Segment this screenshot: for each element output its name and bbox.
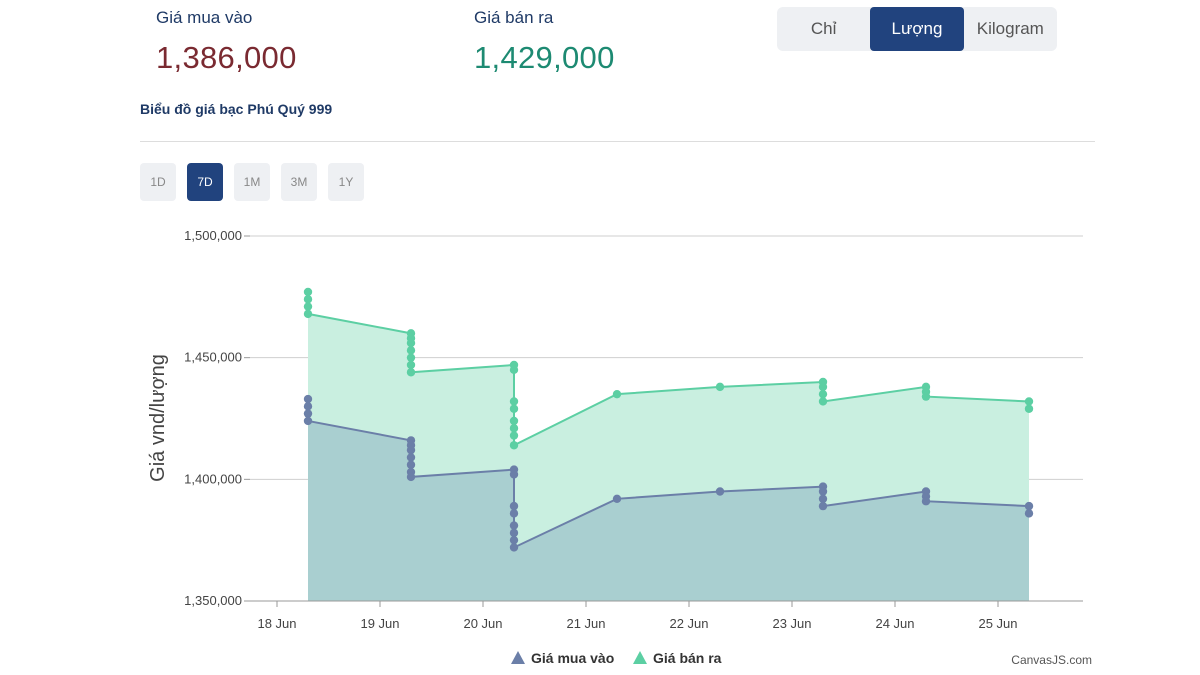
sell-price-label: Giá bán ra	[474, 8, 554, 27]
sell-point	[509, 416, 519, 426]
buy-point	[509, 528, 519, 538]
x-tick-label: 20 Jun	[463, 616, 502, 631]
buy-point	[612, 494, 622, 503]
y-tick-label: 1,450,000	[184, 350, 242, 365]
buy-point	[509, 521, 519, 530]
legend-buy-marker	[511, 651, 525, 664]
buy-price-value: 1,386,000	[156, 40, 297, 75]
sell-point	[612, 389, 622, 399]
buy-point	[509, 470, 519, 479]
range-3m-button[interactable]: 3M	[281, 163, 317, 201]
legend-buy-label: Giá mua vào	[531, 650, 614, 666]
sell-point	[818, 389, 828, 399]
sell-point	[406, 338, 416, 348]
buy-point	[303, 394, 313, 404]
range-selector: 1D 7D 1M 3M 1Y	[140, 163, 375, 201]
unit-option-kilogram[interactable]: Kilogram	[976, 19, 1044, 38]
buy-point	[406, 445, 416, 455]
y-tick-label: 1,500,000	[184, 228, 242, 243]
sell-point	[406, 360, 416, 370]
sell-point	[509, 365, 519, 375]
sell-price-value: 1,429,000	[474, 40, 615, 75]
buy-point	[818, 487, 828, 496]
buy-point	[921, 497, 931, 506]
unit-toggle: Chỉ Lượng Kilogram	[777, 7, 1057, 51]
chart-credit: CanvasJS.com	[1011, 653, 1092, 667]
sell-point	[406, 353, 416, 362]
buy-point	[715, 487, 725, 496]
sell-point	[818, 397, 828, 406]
x-tick-label: 22 Jun	[669, 616, 708, 631]
buy-point	[406, 460, 416, 469]
range-1y-button[interactable]: 1Y	[328, 163, 364, 201]
buy-point	[1024, 501, 1034, 511]
unit-option-luong[interactable]: Lượng	[870, 7, 964, 51]
sell-point	[509, 441, 519, 450]
x-tick-label: 23 Jun	[772, 616, 811, 631]
x-tick-label: 24 Jun	[875, 616, 914, 631]
y-axis-title: Giá vnd/lượng	[147, 354, 169, 482]
range-1d-button[interactable]: 1D	[140, 163, 176, 201]
sell-point	[303, 287, 313, 297]
buy-point	[406, 472, 416, 482]
sell-point	[715, 382, 725, 392]
buy-point	[509, 543, 519, 552]
sell-point	[1024, 404, 1034, 413]
buy-area	[308, 399, 1029, 601]
sell-point	[406, 346, 416, 355]
buy-point	[303, 402, 313, 411]
y-tick-label: 1,400,000	[184, 471, 242, 486]
sell-point	[818, 382, 828, 392]
sell-point	[303, 295, 313, 304]
sell-point	[921, 392, 931, 401]
x-tick-label: 18 Jun	[257, 616, 296, 631]
buy-point	[818, 494, 828, 503]
buy-price-label: Giá mua vào	[156, 8, 253, 27]
buy-point	[303, 416, 313, 426]
legend-sell-marker	[633, 651, 647, 664]
buy-point	[303, 409, 313, 418]
buy-point	[509, 509, 519, 518]
x-tick-label: 25 Jun	[978, 616, 1017, 631]
legend-sell-label: Giá bán ra	[653, 650, 722, 666]
divider	[140, 141, 1095, 142]
sell-point	[406, 368, 416, 377]
x-tick-label: 21 Jun	[566, 616, 605, 631]
sell-price-block: Giá bán ra 1,429,000	[474, 8, 615, 76]
buy-point	[509, 535, 519, 545]
sell-point	[509, 424, 519, 433]
buy-price-block: Giá mua vào 1,386,000	[156, 8, 297, 76]
x-tick-label: 19 Jun	[360, 616, 399, 631]
sell-point	[1024, 397, 1034, 406]
sell-point	[509, 431, 519, 440]
range-7d-button[interactable]: 7D	[187, 163, 223, 201]
unit-option-chi[interactable]: Chỉ	[810, 19, 837, 38]
buy-point	[818, 501, 828, 511]
buy-point	[1024, 509, 1034, 518]
sell-point	[303, 302, 313, 311]
range-1m-button[interactable]: 1M	[234, 163, 270, 201]
chart-title: Biểu đồ giá bạc Phú Quý 999	[140, 101, 333, 117]
sell-point	[509, 397, 519, 406]
buy-point	[509, 501, 519, 511]
sell-point	[509, 404, 519, 413]
buy-point	[406, 453, 416, 462]
y-tick-label: 1,350,000	[184, 593, 242, 608]
sell-point	[303, 309, 313, 319]
